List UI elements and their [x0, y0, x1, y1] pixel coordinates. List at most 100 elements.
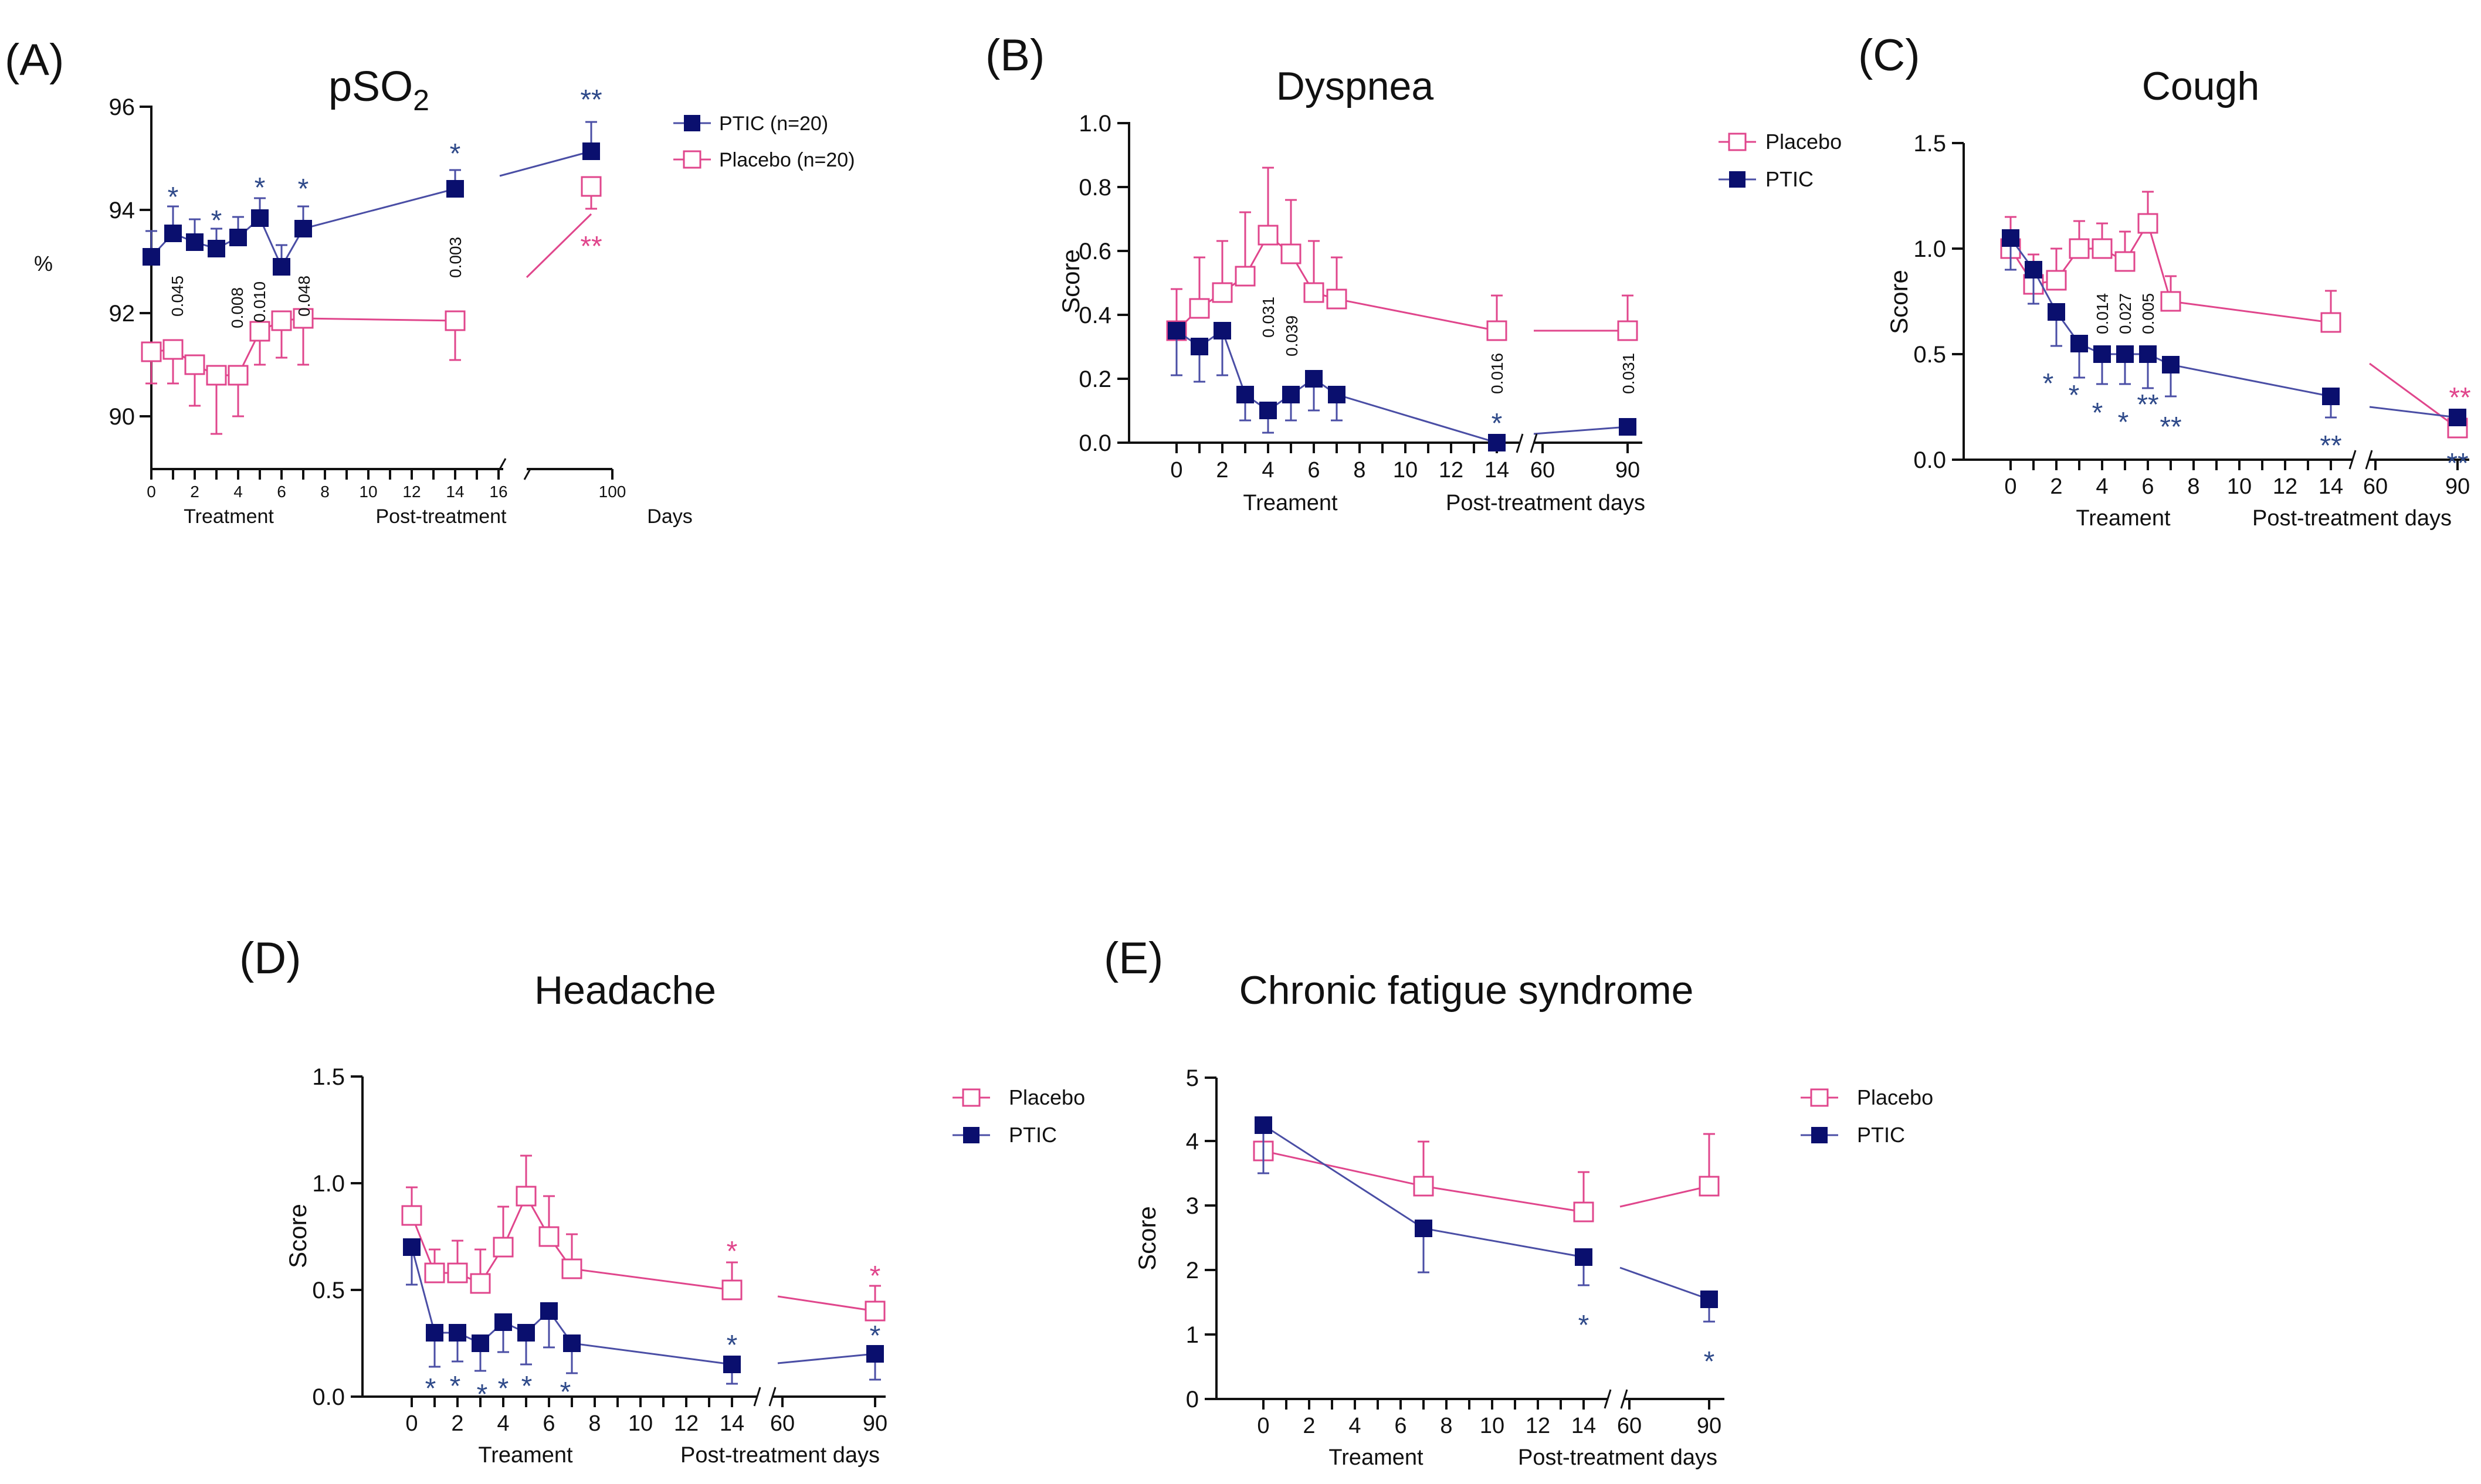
panel-a-ytick-label: 94 [109, 198, 135, 223]
legend-placebo: Placebo (n=20) [719, 149, 855, 171]
panel-e-ytick-label: 3 [1186, 1193, 1199, 1219]
panel-a-xtick-label: 0 [147, 483, 156, 501]
panel-e-xaxis [1216, 1398, 1724, 1410]
panel-d-xtick-label: 4 [497, 1411, 509, 1436]
panel-c-ptic-series [2002, 229, 2466, 426]
panel-c: (C) Cough Score 0.0 0.5 1.0 1.5 0 2 4 6 … [1858, 30, 2471, 531]
significance-star: ** [2160, 412, 2181, 443]
pvalue: 0.008 [228, 287, 246, 328]
significance-star: ** [580, 84, 602, 116]
panel-c-xtick-label: 2 [2050, 474, 2062, 499]
panel-c-ytick-label: 1.5 [1913, 131, 1946, 157]
panel-b-label: (B) [985, 30, 1045, 80]
panel-c-xtick-label: 0 [2004, 474, 2016, 499]
panel-b-placebo-markers [1166, 225, 1638, 341]
panel-d-xtick-label: 0 [405, 1411, 418, 1436]
panel-b-xtick-label: 12 [1439, 458, 1463, 483]
panel-e-ytick-label: 4 [1186, 1129, 1199, 1154]
panel-e-ytick-label: 2 [1186, 1258, 1199, 1283]
panel-e-title: Chronic fatigue syndrome [1239, 968, 1694, 1013]
legend-ptic: PTIC [1009, 1123, 1057, 1147]
panel-e-xtick-label: 0 [1257, 1414, 1269, 1438]
panel-a-xtick-label: 14 [446, 483, 464, 501]
panel-b-pvalues: 0.031 0.039 0.016 0.031 [1259, 297, 1638, 394]
panel-c-ytick-label: 0.5 [1913, 342, 1946, 368]
panel-e-ptic-errorbars [1258, 1125, 1715, 1323]
panel-a-xaxis [150, 468, 614, 480]
panel-d-xtick-label: 10 [628, 1411, 653, 1436]
panel-c-pvalues: 0.014 0.027 0.005 [2093, 293, 2157, 334]
significance-star: * [727, 1236, 738, 1267]
panel-e-ptic-markers [1255, 1116, 1718, 1308]
legend-placebo: Placebo [1009, 1085, 1085, 1109]
significance-star: * [1704, 1346, 1715, 1377]
significance-star: * [1578, 1310, 1589, 1341]
panel-e-group-treatment: Treament [1328, 1445, 1423, 1470]
significance-star: * [870, 1320, 881, 1351]
panel-e-ylabel: Score [1133, 1206, 1161, 1271]
panel-b-title: Dyspnea [1276, 64, 1434, 108]
panel-d-ylabel: Score [284, 1204, 311, 1268]
panel-d-title: Headache [534, 968, 716, 1013]
significance-star: ** [2137, 389, 2158, 420]
panel-a-legend: PTIC (n=20) Placebo (n=20) [673, 113, 855, 171]
legend-ptic: PTIC (n=20) [719, 113, 828, 135]
panel-b-xtick-label: 14 [1484, 458, 1509, 483]
panel-d-group-posttreatment: Post-treatment days [680, 1443, 880, 1468]
panel-b-group-treatment: Treament [1243, 491, 1338, 515]
panel-e-ytick-label: 0 [1186, 1387, 1199, 1412]
significance-star: ** [2320, 430, 2341, 461]
panel-a: (A) pSO2 % 90 92 94 96 [5, 35, 855, 528]
pvalue: 0.039 [1283, 315, 1301, 356]
panel-a-xtick-label: 8 [320, 483, 330, 501]
significance-star: * [727, 1330, 738, 1361]
panel-e: (E) Chronic fatigue syndrome Score 0 1 2… [1104, 933, 1933, 1470]
panel-b-ytick-label: 0.2 [1079, 366, 1111, 392]
panel-e-xtick-label: 12 [1526, 1414, 1550, 1438]
panel-b-xtick-label: 90 [1615, 458, 1640, 483]
panel-d-ptic-errorbars [406, 1247, 881, 1385]
panel-c-xtick-label: 10 [2227, 474, 2252, 499]
panel-e-ytick-label: 1 [1186, 1322, 1199, 1348]
panel-e-group-posttreatment: Post-treatment days [1518, 1445, 1717, 1470]
panel-d-xtick-label: 14 [720, 1411, 744, 1436]
panel-e-ptic-series [1255, 1116, 1718, 1323]
panel-b: (B) Dyspnea Score 0.0 0.2 0.4 0.6 0.8 1.… [985, 30, 1842, 515]
panel-c-ylabel: Score [1885, 270, 1913, 334]
pvalue: 0.010 [250, 281, 269, 322]
significance-star: * [211, 205, 222, 236]
panel-e-placebo-markers [1253, 1140, 1720, 1222]
significance-star: * [450, 1371, 461, 1402]
panel-e-xtick-label: 90 [1697, 1414, 1721, 1438]
panel-c-placebo-series [2000, 191, 2468, 439]
panel-a-xtick-label: 16 [489, 483, 507, 501]
panel-b-xtick-label: 60 [1530, 458, 1555, 483]
panel-b-placebo-series [1166, 167, 1638, 341]
panel-a-title: pSO2 [328, 63, 429, 117]
panel-a-ptic-series [143, 121, 600, 276]
pvalue: 0.045 [168, 276, 187, 317]
panel-e-xtick-label: 2 [1303, 1414, 1315, 1438]
panel-a-group-posttreatment: Post-treatment [376, 505, 507, 528]
panel-d-xtick-label: 2 [451, 1411, 463, 1436]
significance-star: * [2043, 368, 2054, 399]
pvalue: 0.003 [446, 237, 465, 278]
significance-star: * [521, 1371, 533, 1402]
panel-a-xtick-label: 12 [402, 483, 421, 501]
panel-d-group-treatment: Treament [478, 1443, 573, 1468]
panel-c-placebo-markers [2000, 213, 2468, 439]
panel-d-placebo-series [401, 1154, 886, 1322]
panel-c-stars: * * * * ** ** ** ** ** [2043, 368, 2471, 479]
significance-star: * [298, 174, 309, 205]
panel-a-xtick-label: 2 [190, 483, 199, 501]
significance-star: ** [580, 231, 602, 262]
pvalue: 0.031 [1619, 353, 1638, 394]
panel-d-ytick-label: 0.5 [312, 1278, 345, 1303]
significance-star: * [477, 1379, 488, 1410]
panel-d-xaxis [362, 1395, 886, 1407]
panel-e-legend: Placebo PTIC [1801, 1085, 1933, 1147]
panel-c-ytick-label: 0.0 [1913, 447, 1946, 473]
pvalue: 0.016 [1488, 353, 1506, 394]
pvalue: 0.027 [2116, 293, 2134, 334]
panel-d-ytick-label: 1.0 [312, 1171, 345, 1197]
